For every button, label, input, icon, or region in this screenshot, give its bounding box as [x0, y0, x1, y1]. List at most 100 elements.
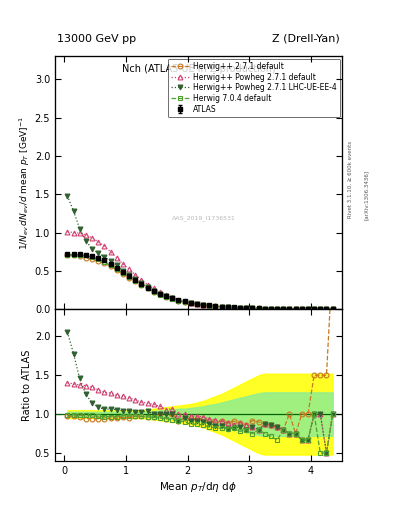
Herwig 7.0.4 default — [182, 299, 187, 305]
Herwig++ Powheg 2.7.1 LHC-UE-EE-4 — [145, 284, 150, 290]
Herwig++ 2.7.1 default — [176, 297, 181, 304]
Herwig++ Powheg 2.7.1 default — [182, 298, 187, 305]
Herwig++ 2.7.1 default — [114, 267, 119, 273]
Y-axis label: Ratio to ATLAS: Ratio to ATLAS — [22, 349, 32, 421]
Herwig++ Powheg 2.7.1 default — [170, 294, 174, 301]
Herwig 7.0.4 default — [318, 306, 323, 312]
Herwig++ Powheg 2.7.1 default — [324, 306, 329, 312]
Herwig 7.0.4 default — [121, 270, 125, 276]
Text: 13000 GeV pp: 13000 GeV pp — [57, 33, 136, 44]
Herwig++ Powheg 2.7.1 default — [164, 292, 169, 298]
Herwig++ 2.7.1 default — [263, 306, 267, 312]
Herwig++ Powheg 2.7.1 default — [226, 304, 230, 310]
Line: Herwig++ 2.7.1 default: Herwig++ 2.7.1 default — [65, 253, 335, 311]
Herwig 7.0.4 default — [226, 304, 230, 310]
Herwig 7.0.4 default — [268, 306, 273, 312]
Line: Herwig 7.0.4 default: Herwig 7.0.4 default — [65, 252, 335, 311]
Herwig++ Powheg 2.7.1 LHC-UE-EE-4 — [287, 306, 292, 312]
Herwig++ Powheg 2.7.1 default — [145, 282, 150, 288]
Herwig++ Powheg 2.7.1 LHC-UE-EE-4 — [256, 306, 261, 312]
Herwig++ Powheg 2.7.1 LHC-UE-EE-4 — [226, 304, 230, 310]
Herwig++ Powheg 2.7.1 LHC-UE-EE-4 — [182, 299, 187, 305]
Herwig++ 2.7.1 default — [312, 306, 316, 312]
Herwig 7.0.4 default — [312, 306, 316, 312]
Herwig++ 2.7.1 default — [90, 256, 94, 262]
Herwig++ 2.7.1 default — [145, 285, 150, 291]
Herwig++ 2.7.1 default — [275, 306, 279, 312]
Herwig++ Powheg 2.7.1 LHC-UE-EE-4 — [263, 306, 267, 312]
Herwig++ Powheg 2.7.1 default — [219, 304, 224, 310]
Herwig++ Powheg 2.7.1 LHC-UE-EE-4 — [244, 305, 249, 311]
Herwig++ Powheg 2.7.1 default — [244, 305, 249, 311]
Herwig++ 2.7.1 default — [195, 301, 199, 307]
Herwig++ 2.7.1 default — [201, 302, 206, 308]
Herwig++ Powheg 2.7.1 LHC-UE-EE-4 — [324, 306, 329, 312]
Herwig++ Powheg 2.7.1 default — [201, 302, 206, 308]
Herwig++ Powheg 2.7.1 LHC-UE-EE-4 — [201, 302, 206, 308]
Herwig 7.0.4 default — [170, 296, 174, 302]
Herwig 7.0.4 default — [231, 305, 236, 311]
Herwig++ Powheg 2.7.1 default — [256, 306, 261, 312]
Herwig 7.0.4 default — [219, 304, 224, 310]
Herwig 7.0.4 default — [324, 306, 329, 312]
Herwig++ 2.7.1 default — [83, 255, 88, 261]
Herwig++ Powheg 2.7.1 LHC-UE-EE-4 — [238, 305, 242, 311]
Herwig 7.0.4 default — [213, 304, 218, 310]
Herwig++ Powheg 2.7.1 default — [151, 285, 156, 291]
Herwig 7.0.4 default — [90, 254, 94, 260]
Herwig++ 2.7.1 default — [139, 282, 144, 288]
Text: Nch (ATLAS UE in Z production): Nch (ATLAS UE in Z production) — [121, 64, 275, 74]
Herwig++ 2.7.1 default — [188, 300, 193, 306]
Herwig++ Powheg 2.7.1 LHC-UE-EE-4 — [127, 271, 131, 278]
Herwig++ Powheg 2.7.1 default — [281, 306, 286, 312]
Text: Z (Drell-Yan): Z (Drell-Yan) — [272, 33, 340, 44]
Herwig 7.0.4 default — [299, 306, 304, 312]
Herwig++ Powheg 2.7.1 LHC-UE-EE-4 — [65, 193, 70, 199]
Herwig++ Powheg 2.7.1 LHC-UE-EE-4 — [250, 305, 255, 311]
Herwig++ Powheg 2.7.1 default — [121, 261, 125, 267]
Herwig 7.0.4 default — [281, 306, 286, 312]
Herwig++ 2.7.1 default — [226, 304, 230, 310]
Herwig++ 2.7.1 default — [127, 274, 131, 281]
Text: Rivet 3.1.10, ≥ 600k events: Rivet 3.1.10, ≥ 600k events — [348, 141, 353, 218]
Herwig++ 2.7.1 default — [170, 295, 174, 302]
Herwig++ 2.7.1 default — [244, 305, 249, 311]
Text: AAS_2019_I1736531: AAS_2019_I1736531 — [172, 215, 236, 221]
Herwig++ Powheg 2.7.1 default — [330, 306, 335, 312]
Herwig++ Powheg 2.7.1 default — [133, 271, 138, 278]
Herwig++ Powheg 2.7.1 LHC-UE-EE-4 — [108, 258, 113, 264]
Herwig++ Powheg 2.7.1 LHC-UE-EE-4 — [102, 254, 107, 260]
Herwig++ Powheg 2.7.1 LHC-UE-EE-4 — [83, 238, 88, 244]
Herwig 7.0.4 default — [207, 303, 211, 309]
Herwig++ 2.7.1 default — [219, 304, 224, 310]
X-axis label: Mean $p_T$/d$\eta$ d$\phi$: Mean $p_T$/d$\eta$ d$\phi$ — [160, 480, 237, 494]
Herwig++ 2.7.1 default — [238, 305, 242, 311]
Herwig++ 2.7.1 default — [268, 306, 273, 312]
Herwig++ Powheg 2.7.1 LHC-UE-EE-4 — [71, 208, 76, 214]
Line: Herwig++ Powheg 2.7.1 default: Herwig++ Powheg 2.7.1 default — [65, 229, 335, 311]
Herwig++ 2.7.1 default — [133, 278, 138, 284]
Herwig++ Powheg 2.7.1 LHC-UE-EE-4 — [299, 306, 304, 312]
Herwig++ Powheg 2.7.1 LHC-UE-EE-4 — [139, 280, 144, 286]
Herwig++ 2.7.1 default — [207, 303, 211, 309]
Herwig++ 2.7.1 default — [65, 252, 70, 259]
Herwig++ Powheg 2.7.1 default — [299, 306, 304, 312]
Herwig++ Powheg 2.7.1 default — [139, 277, 144, 283]
Herwig 7.0.4 default — [65, 252, 70, 258]
Herwig 7.0.4 default — [250, 305, 255, 311]
Herwig 7.0.4 default — [114, 266, 119, 272]
Herwig++ Powheg 2.7.1 default — [114, 255, 119, 261]
Herwig++ Powheg 2.7.1 default — [238, 305, 242, 311]
Herwig++ Powheg 2.7.1 LHC-UE-EE-4 — [158, 291, 162, 297]
Herwig++ Powheg 2.7.1 LHC-UE-EE-4 — [219, 304, 224, 310]
Herwig++ Powheg 2.7.1 default — [213, 303, 218, 309]
Herwig++ Powheg 2.7.1 default — [263, 306, 267, 312]
Herwig++ Powheg 2.7.1 default — [176, 297, 181, 303]
Y-axis label: $1/N_{ev}\,dN_{ev}/d$ mean $p_T$ [GeV]$^{-1}$: $1/N_{ev}\,dN_{ev}/d$ mean $p_T$ [GeV]$^… — [17, 116, 32, 250]
Herwig++ 2.7.1 default — [108, 263, 113, 269]
Herwig 7.0.4 default — [256, 306, 261, 312]
Herwig++ Powheg 2.7.1 default — [127, 266, 131, 272]
Herwig++ Powheg 2.7.1 default — [96, 239, 101, 245]
Herwig++ Powheg 2.7.1 default — [231, 305, 236, 311]
Herwig++ Powheg 2.7.1 LHC-UE-EE-4 — [121, 268, 125, 274]
